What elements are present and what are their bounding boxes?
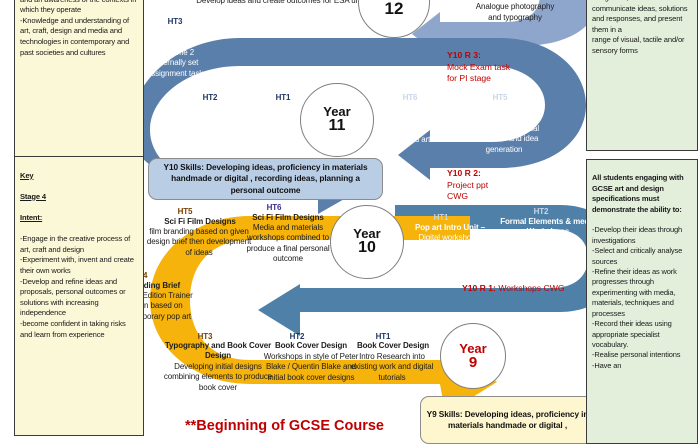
key-stage-4-intent-heading-1: Key bbox=[20, 170, 34, 180]
assessment-objectives-panel: insight work; and plan and develop ideas… bbox=[586, 0, 698, 151]
year-9-label: Year bbox=[459, 340, 487, 356]
year9-ht1-code: HT1 bbox=[375, 332, 391, 341]
key-stage-4-intent-text: -Engage in the creative process of art, … bbox=[20, 234, 134, 339]
year-11-label: Year bbox=[323, 104, 351, 120]
year11-ht3-title: ESA Stages 1&2 bbox=[144, 28, 206, 37]
key-stage-4-intent-panel: Key Stage 4 Intent: -Engage in the creat… bbox=[14, 156, 144, 436]
review-y10-r3-detail: Mock Exam task for PI stage bbox=[447, 61, 511, 84]
year11-ht5-title: PI – Intro & Mind Mapping bbox=[473, 104, 535, 124]
year11-ht6-title: PI – Media Trials bbox=[383, 104, 445, 113]
year9-ht3-desc: Developing initial designs combining ele… bbox=[163, 362, 273, 392]
year10-ht5-title: Sci Fi Film Designs bbox=[164, 217, 236, 226]
key-stage-4-aims-panel: and an awareness of the contexts in whic… bbox=[14, 0, 144, 158]
key-stage-4-intent-heading-2: Stage 4 bbox=[20, 191, 46, 201]
gcse-requirements-text: -Develop their ideas through investigati… bbox=[592, 225, 683, 370]
year10-ht6-desc: Media and materials workshops combined t… bbox=[246, 223, 330, 264]
year11-ht2-code: HT2 bbox=[202, 93, 218, 102]
review-y10-r1: Y10 R 1: Workshops CWG bbox=[462, 283, 565, 295]
year10-skills-callout: Y10 Skills: Developing ideas, proficienc… bbox=[148, 158, 383, 200]
review-y10-r2-title: Y10 R 2: bbox=[447, 168, 481, 178]
year11-ht1-code: HT1 bbox=[275, 93, 291, 102]
year10-ht1-code: HT1 bbox=[433, 213, 449, 222]
year9-skills-text: Y9 Skills: Developing ideas, proficiency… bbox=[426, 408, 589, 430]
year11-ht6-desc: “Artist Deep dive” Working in the style … bbox=[377, 114, 455, 144]
year11-ht3-code: HT3 bbox=[167, 17, 183, 26]
year9-ht4-desc: Limited Edition Trainer design based on … bbox=[115, 291, 193, 321]
review-y10-r1-detail: Workshops CWG bbox=[498, 283, 565, 293]
year-10-circle[interactable]: Year 10 bbox=[330, 205, 404, 279]
year10-ht2-code: HT2 bbox=[533, 207, 549, 216]
year9-skills-callout: Y9 Skills: Developing ideas, proficiency… bbox=[420, 396, 595, 444]
year11-ht3-desc: Outcome 2 Externally set assignment task bbox=[146, 48, 204, 78]
key-stage-4-aims-text: and an awareness of the contexts in whic… bbox=[20, 0, 136, 57]
year9-ht3-title: Typography and Book Cover Design bbox=[164, 341, 272, 361]
year11-ht5-code: HT5 bbox=[492, 93, 508, 102]
year-11-circle[interactable]: Year 11 bbox=[300, 83, 374, 157]
review-y10-r1-title: Y10 R 1: bbox=[462, 283, 496, 293]
year9-ht4-title: Branding Brief bbox=[125, 281, 181, 290]
year11-ht6-code: HT6 bbox=[402, 93, 418, 102]
year10-ht5-code: HT5 bbox=[177, 207, 193, 216]
year10-skills-text: Y10 Skills: Developing ideas, proficienc… bbox=[163, 161, 368, 195]
gcse-requirements-heading: All students engaging with GCSE art and … bbox=[592, 173, 684, 214]
year9-band bbox=[150, 216, 497, 408]
year9-ht2-code: HT2 bbox=[289, 332, 305, 341]
year12-left-text: Develop ideas and create outcomes for ES… bbox=[196, 0, 364, 5]
year9-ht2-title: Book Cover Design bbox=[274, 341, 348, 350]
key-stage-4-intent-heading-3: Intent: bbox=[20, 212, 43, 222]
year-10-label: Year bbox=[353, 226, 381, 242]
gcse-course-start-note: **Beginning of GCSE Course bbox=[185, 418, 384, 434]
assessment-objectives-text: insight work; and plan and develop ideas… bbox=[592, 0, 688, 55]
year10-ht6-title: Sci Fi Film Designs bbox=[252, 213, 324, 222]
year12-right-text: Textures Analogue photography and typogr… bbox=[475, 0, 555, 22]
year9-ht3-code: HT3 bbox=[197, 332, 213, 341]
year10-ht1-desc: Digital workshops, typography & stamp de… bbox=[402, 233, 498, 253]
gcse-requirements-panel: All students engaging with GCSE art and … bbox=[586, 159, 698, 444]
year11-band bbox=[130, 38, 586, 214]
year-9-circle[interactable]: Year 9 bbox=[440, 323, 506, 389]
year9-ht1-desc: Intro Research into existing work and di… bbox=[350, 352, 434, 382]
year9-ht1-title: Book Cover Design bbox=[356, 341, 430, 350]
year10-ht5-desc: film branding based on given design brie… bbox=[146, 227, 252, 257]
year-10-number: 10 bbox=[358, 239, 376, 257]
review-y10-r2-detail: Project ppt CWG bbox=[447, 179, 489, 202]
year10-band bbox=[258, 205, 622, 336]
review-y10-r3: Y10 R 3: Mock Exam task for PI stage bbox=[447, 50, 510, 85]
year11-ht5-desc: Exploring contextual references and idea… bbox=[468, 124, 540, 154]
year10-ht2-title: Formal Elements & media Workshops bbox=[500, 217, 596, 237]
review-y10-r2: Y10 R 2: Project ppt CWG bbox=[447, 168, 488, 203]
year9-ht2-desc: Workshops in style of Peter Blake / Quen… bbox=[263, 352, 359, 382]
year-9-number: 9 bbox=[468, 353, 478, 371]
year11-ht2-desc: Idea development and production bbox=[173, 114, 251, 134]
year-12-number: 12 bbox=[384, 0, 404, 18]
year10-ht1-title: Pop art Intro Unit – bbox=[414, 223, 485, 232]
year10-ht6-code: HT6 bbox=[266, 203, 282, 212]
year-11-number: 11 bbox=[328, 117, 346, 135]
year11-ht1-title: PI: Media Trials and Photoshoot bbox=[255, 104, 313, 134]
review-y10-r3-title: Y10 R 3: bbox=[447, 50, 481, 60]
year11-ht2-title: PI : Outcome 2 bbox=[184, 104, 240, 113]
